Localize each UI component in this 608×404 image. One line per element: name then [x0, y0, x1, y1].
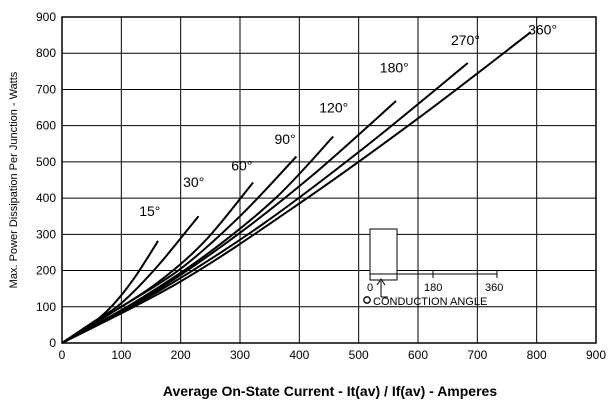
- x-tick-label: 600: [408, 348, 428, 362]
- inset-label-0: 0: [367, 282, 373, 294]
- x-tick-label: 200: [171, 348, 191, 362]
- x-tick-label: 100: [111, 348, 131, 362]
- curve-label-15deg: 15°: [139, 203, 160, 219]
- inset-label-180: 180: [424, 282, 442, 294]
- y-tick-label: 400: [36, 191, 56, 205]
- curve-30deg: [61, 215, 200, 344]
- y-tick-label: 600: [36, 119, 56, 133]
- curve-label-60deg: 60°: [231, 158, 252, 174]
- inset-marker-circle: [363, 296, 371, 304]
- curve-label-180deg: 180°: [380, 59, 409, 75]
- x-tick-label: 0: [59, 348, 66, 362]
- curve-label-90deg: 90°: [275, 131, 296, 147]
- curves: [61, 31, 532, 344]
- conduction-angle-inset: 0 180 360 CONDUCTION ANGLE: [363, 228, 503, 308]
- curve-label-120deg: 120°: [319, 99, 348, 115]
- x-tick-label: 300: [230, 348, 250, 362]
- curve-label-30deg: 30°: [183, 174, 204, 190]
- y-tick-label: 100: [36, 300, 56, 314]
- y-tick-label: 900: [36, 10, 56, 24]
- curve-120deg: [61, 135, 334, 344]
- x-tick-label: 900: [586, 348, 606, 362]
- x-tick-label: 800: [527, 348, 547, 362]
- inset-arrow-head: [376, 278, 386, 286]
- y-tick-label: 700: [36, 82, 56, 96]
- y-tick-label: 800: [36, 46, 56, 60]
- y-tick-label: 0: [49, 336, 56, 350]
- inset-caption: CONDUCTION ANGLE: [373, 296, 487, 308]
- curve-label-270deg: 270°: [451, 32, 480, 48]
- y-tick-labels: 0 100 200 300 400 500 600 700 800 900: [36, 10, 56, 350]
- x-tick-label: 500: [349, 348, 369, 362]
- y-tick-label: 300: [36, 227, 56, 241]
- y-axis-label: Max. Power Dissipation Per Junction - Wa…: [8, 71, 20, 288]
- curve-360deg: [61, 31, 532, 344]
- curve-270deg: [61, 62, 469, 344]
- inset-label-360: 360: [485, 282, 503, 294]
- x-tick-label: 700: [467, 348, 487, 362]
- x-tick-labels: 0 100 200 300 400 500 600 700 800 900: [59, 348, 607, 362]
- x-tick-label: 400: [289, 348, 309, 362]
- x-axis-label: Average On-State Current - It(av) / If(a…: [163, 383, 497, 399]
- curve-labels: 15° 30° 60° 90° 120° 180° 270° 360°: [139, 21, 557, 219]
- curve-label-360deg: 360°: [528, 21, 557, 37]
- curve-90deg: [61, 155, 298, 344]
- y-tick-label: 200: [36, 264, 56, 278]
- y-tick-label: 500: [36, 155, 56, 169]
- inset-pulse: [369, 228, 398, 281]
- plot-frame: [61, 16, 597, 344]
